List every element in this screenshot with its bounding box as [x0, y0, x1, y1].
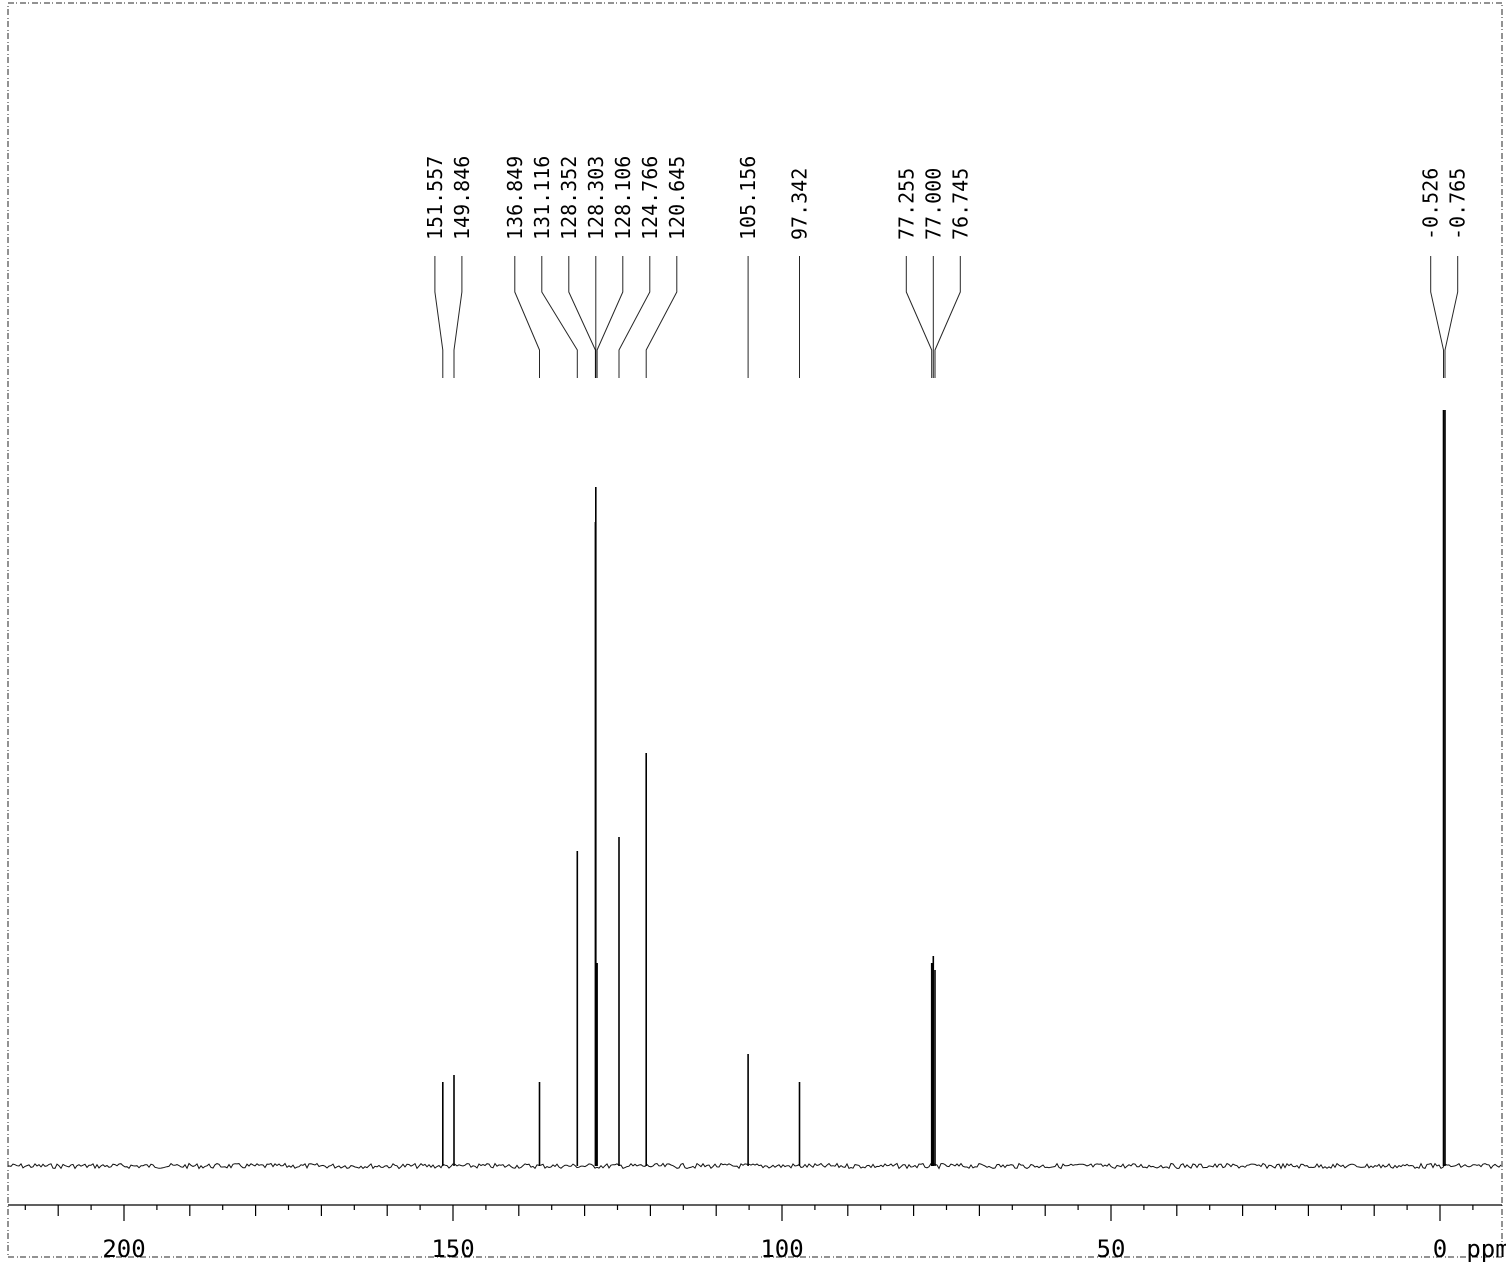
leader-151.557	[434, 256, 444, 378]
peak-label-77.255: 77.255	[894, 168, 918, 240]
peak-label-120.645: 120.645	[665, 156, 689, 240]
leader-149.846	[453, 256, 463, 378]
leader--0.526	[1430, 256, 1444, 378]
tick-label-100: 100	[760, 1235, 803, 1262]
peak-lines	[441, 410, 1446, 1166]
leader-120.645	[645, 256, 678, 378]
peak-label--0.526: -0.526	[1419, 168, 1443, 240]
leader-131.116	[541, 256, 578, 378]
peak-label-149.846: 149.846	[450, 156, 474, 240]
leader-128.352	[568, 256, 596, 378]
peak-label-leaders	[434, 256, 1459, 378]
plot-frame	[7, 2, 1503, 1258]
tick-label-150: 150	[431, 1235, 474, 1262]
peak-label-77.000: 77.000	[921, 168, 945, 240]
peak-label-76.745: 76.745	[948, 168, 972, 240]
x-axis-ticks	[24, 1205, 1474, 1221]
peak-label-105.156: 105.156	[736, 156, 760, 240]
peak-labels: 151.557 149.846 136.849 131.116 128.352 128.3…	[423, 156, 1470, 240]
peak-label--0.765: -0.765	[1446, 168, 1470, 240]
x-axis-tick-labels: 200 150 100 50 0	[102, 1235, 1447, 1262]
tick-label-50: 50	[1097, 1235, 1126, 1262]
leader-124.766	[618, 256, 651, 378]
leader-76.745	[934, 256, 961, 378]
peak-label-128.352: 128.352	[557, 156, 581, 240]
tick-label-200: 200	[102, 1235, 145, 1262]
peak-label-124.766: 124.766	[638, 156, 662, 240]
x-axis-unit-label: ppm	[1466, 1235, 1506, 1262]
baseline-trace	[8, 1162, 1502, 1170]
peak-label-151.557: 151.557	[423, 156, 447, 240]
leader--0.765	[1444, 256, 1459, 378]
leader-128.106	[596, 256, 624, 378]
baseline-noise	[8, 1162, 1502, 1170]
peak-label-131.116: 131.116	[530, 156, 554, 240]
leader-77.255	[905, 256, 933, 378]
peak-label-128.303: 128.303	[584, 156, 608, 240]
peak-label-128.106: 128.106	[611, 156, 635, 240]
tick-label-0: 0	[1433, 1235, 1447, 1262]
peak-label-97.342: 97.342	[788, 168, 812, 240]
leader-136.849	[514, 256, 540, 378]
peak-label-136.849: 136.849	[503, 156, 527, 240]
